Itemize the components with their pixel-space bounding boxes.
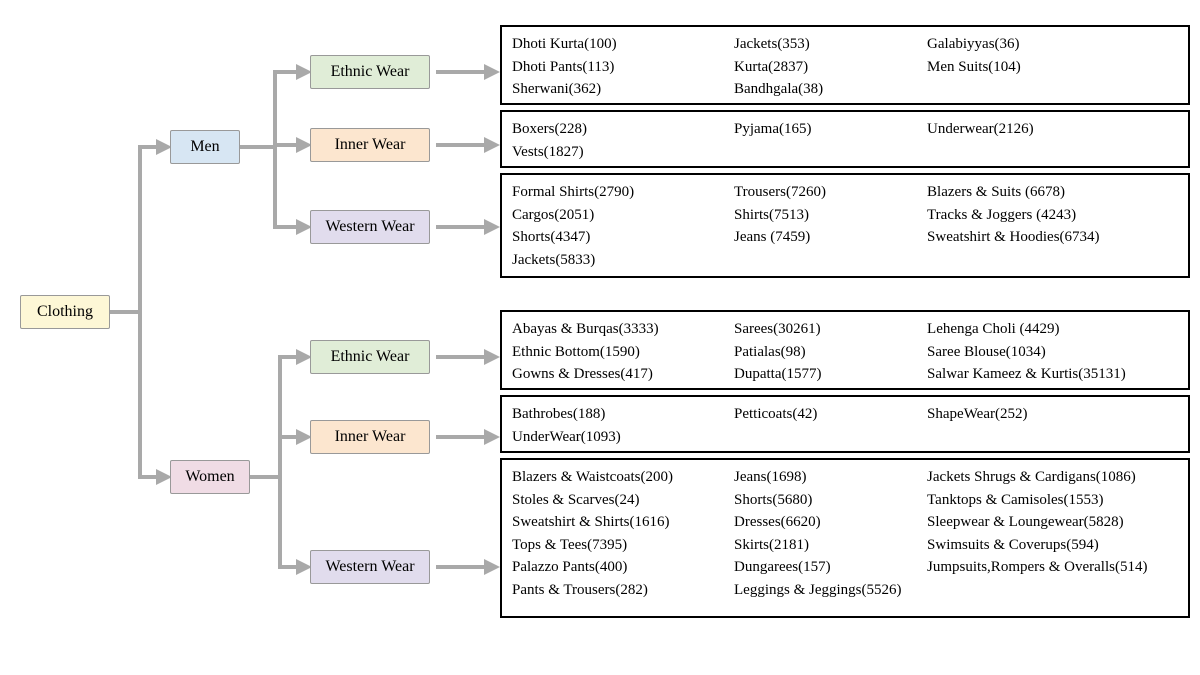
- leaf-item: Kurta(2837): [734, 56, 927, 79]
- leaf-item: Sherwani(362): [512, 78, 734, 101]
- leaf-item: Galabiyyas(36): [927, 33, 1178, 56]
- connector: [240, 72, 308, 147]
- connector: [110, 312, 168, 477]
- leaf-item: Gowns & Dresses(417): [512, 363, 734, 386]
- leaf-item: Tanktops & Camisoles(1553): [927, 489, 1178, 512]
- leaf-item: Dungarees(157): [734, 556, 927, 579]
- leaf-item: Stoles & Scarves(24): [512, 489, 734, 512]
- leafbox-men_ethnic: Dhoti Kurta(100)Dhoti Pants(113)Sherwani…: [500, 25, 1190, 105]
- leaf-item: Dupatta(1577): [734, 363, 927, 386]
- leaf-item: Boxers(228): [512, 118, 734, 141]
- leaf-item: Formal Shirts(2790): [512, 181, 734, 204]
- leaf-item: Jumpsuits,Rompers & Overalls(514): [927, 556, 1178, 579]
- leaf-item: ShapeWear(252): [927, 403, 1178, 426]
- leafbox-women_inner: Bathrobes(188)UnderWear(1093)Petticoats(…: [500, 395, 1190, 453]
- leaf-item: Jeans(1698): [734, 466, 927, 489]
- node-label: Men: [190, 138, 219, 156]
- node-women_inner: Inner Wear: [310, 420, 430, 454]
- leaf-item: Palazzo Pants(400): [512, 556, 734, 579]
- leaf-item: Sarees(30261): [734, 318, 927, 341]
- leaf-item: Ethnic Bottom(1590): [512, 341, 734, 364]
- leaf-item: Skirts(2181): [734, 534, 927, 557]
- node-label: Ethnic Wear: [331, 348, 410, 366]
- leaf-item: Jackets Shrugs & Cardigans(1086): [927, 466, 1178, 489]
- node-women_western: Western Wear: [310, 550, 430, 584]
- leafbox-men_inner: Boxers(228)Vests(1827)Pyjama(165)Underwe…: [500, 110, 1190, 168]
- leaf-item: Shorts(4347): [512, 226, 734, 249]
- node-men: Men: [170, 130, 240, 164]
- leaf-item: Patialas(98): [734, 341, 927, 364]
- leaf-item: Shirts(7513): [734, 204, 927, 227]
- leaf-item: Lehenga Choli (4429): [927, 318, 1178, 341]
- leaf-item: Dhoti Pants(113): [512, 56, 734, 79]
- node-root: Clothing: [20, 295, 110, 329]
- leaf-item: Leggings & Jeggings(5526): [734, 579, 927, 602]
- leaf-item: Jackets(5833): [512, 249, 734, 272]
- node-label: Inner Wear: [335, 136, 406, 154]
- node-label: Western Wear: [325, 558, 414, 576]
- node-women_ethnic: Ethnic Wear: [310, 340, 430, 374]
- node-label: Clothing: [37, 303, 93, 321]
- leaf-item: Sweatshirt & Hoodies(6734): [927, 226, 1178, 249]
- leaf-item: Abayas & Burqas(3333): [512, 318, 734, 341]
- leaf-item: Bathrobes(188): [512, 403, 734, 426]
- connector: [250, 437, 308, 477]
- leaf-item: Jackets(353): [734, 33, 927, 56]
- leaf-item: Tops & Tees(7395): [512, 534, 734, 557]
- leaf-item: Pyjama(165): [734, 118, 927, 141]
- leaf-item: Vests(1827): [512, 141, 734, 164]
- leaf-item: Saree Blouse(1034): [927, 341, 1178, 364]
- leaf-item: Dhoti Kurta(100): [512, 33, 734, 56]
- leaf-item: Tracks & Joggers (4243): [927, 204, 1178, 227]
- leaf-item: UnderWear(1093): [512, 426, 734, 449]
- node-label: Western Wear: [325, 218, 414, 236]
- leaf-item: Jeans (7459): [734, 226, 927, 249]
- leaf-item: Men Suits(104): [927, 56, 1178, 79]
- leaf-item: Cargos(2051): [512, 204, 734, 227]
- diagram-canvas: Clothing Men Women Ethnic Wear Inner Wear Wes…: [0, 0, 1200, 675]
- connector: [240, 145, 308, 147]
- leaf-item: Swimsuits & Coverups(594): [927, 534, 1178, 557]
- leaf-item: Trousers(7260): [734, 181, 927, 204]
- node-men_western: Western Wear: [310, 210, 430, 244]
- node-women: Women: [170, 460, 250, 494]
- leaf-item: Salwar Kameez & Kurtis(35131): [927, 363, 1178, 386]
- connector: [250, 477, 308, 567]
- connector: [250, 357, 308, 477]
- node-label: Women: [185, 468, 234, 486]
- node-label: Inner Wear: [335, 428, 406, 446]
- connector: [110, 147, 168, 312]
- leaf-item: Dresses(6620): [734, 511, 927, 534]
- leaf-item: Pants & Trousers(282): [512, 579, 734, 602]
- leaf-item: Bandhgala(38): [734, 78, 927, 101]
- leaf-item: Blazers & Suits (6678): [927, 181, 1178, 204]
- node-label: Ethnic Wear: [331, 63, 410, 81]
- leaf-item: Underwear(2126): [927, 118, 1178, 141]
- leaf-item: Shorts(5680): [734, 489, 927, 512]
- leaf-item: Sweatshirt & Shirts(1616): [512, 511, 734, 534]
- leaf-item: Sleepwear & Loungewear(5828): [927, 511, 1178, 534]
- leafbox-women_western: Blazers & Waistcoats(200)Stoles & Scarve…: [500, 458, 1190, 618]
- leafbox-women_ethnic: Abayas & Burqas(3333)Ethnic Bottom(1590)…: [500, 310, 1190, 390]
- leafbox-men_western: Formal Shirts(2790)Cargos(2051)Shorts(43…: [500, 173, 1190, 278]
- leaf-item: Blazers & Waistcoats(200): [512, 466, 734, 489]
- node-men_inner: Inner Wear: [310, 128, 430, 162]
- node-men_ethnic: Ethnic Wear: [310, 55, 430, 89]
- leaf-item: Petticoats(42): [734, 403, 927, 426]
- connector: [240, 147, 308, 227]
